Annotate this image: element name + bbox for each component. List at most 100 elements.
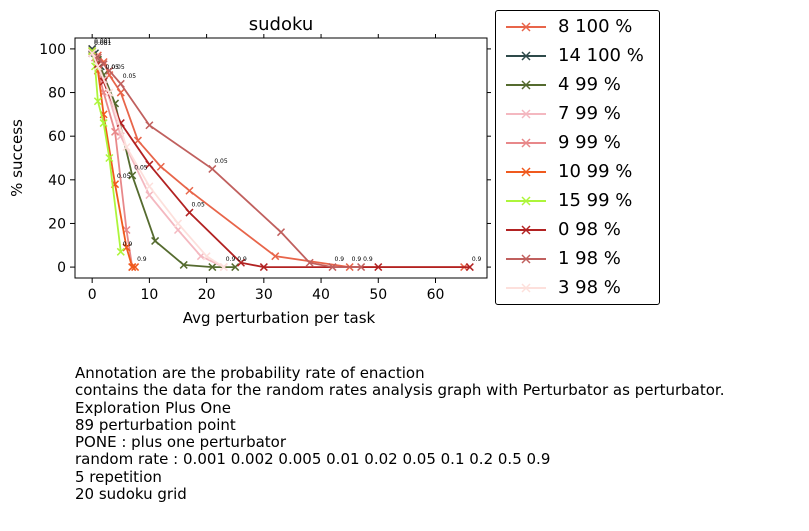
legend-item: 10 99 % (496, 159, 659, 185)
note-line: 20 sudoku grid (75, 485, 187, 504)
y-axis-label: % success (8, 119, 26, 197)
point-annotation: 0.9 (123, 241, 133, 248)
data-point (271, 252, 280, 261)
note-line: 5 repetition (75, 467, 162, 486)
y-tick-label: 60 (48, 129, 66, 145)
plot-frame (74, 37, 488, 279)
point-annotation: 0.05 (134, 164, 148, 171)
legend-item: 8 100 % (496, 14, 659, 40)
notes-block: Annotation are the probability rate of e… (75, 364, 725, 504)
legend-swatch (506, 196, 546, 206)
data-point (88, 47, 97, 56)
legend-item: 0 98 % (496, 217, 659, 243)
data-point (99, 57, 108, 67)
data-point (122, 243, 131, 252)
legend-marker (521, 109, 531, 119)
data-point (357, 263, 366, 272)
x-axis-label: Avg perturbation per task (183, 309, 376, 327)
data-point (105, 88, 114, 97)
legend-swatch (506, 225, 546, 235)
legend-marker (521, 225, 531, 235)
point-annotation: 0.05 (214, 158, 228, 165)
point-annotation: 0.9 (352, 256, 362, 263)
legend-label: 3 98 % (558, 277, 621, 298)
data-point (116, 79, 125, 88)
point-annotation: 0.05 (111, 64, 125, 71)
legend-label: 15 99 % (558, 190, 633, 211)
series-9 (88, 49, 228, 272)
point-annotation: 0.05 (117, 173, 131, 180)
data-point (185, 208, 194, 217)
x-tick-label: 60 (427, 287, 445, 303)
point-annotation: 0.05 (123, 73, 137, 80)
data-point (259, 263, 268, 272)
x-tick-label: 0 (88, 287, 97, 303)
legend-label: 10 99 % (558, 161, 633, 182)
data-point (145, 182, 154, 191)
data-point (122, 143, 131, 152)
legend-swatch (506, 254, 546, 264)
note-line: contains the data for the random rates a… (75, 381, 725, 400)
data-point (145, 121, 154, 130)
note-line: Annotation are the probability rate of e… (75, 364, 425, 382)
y-tick-label: 100 (39, 42, 66, 58)
point-annotation: 0.9 (335, 256, 345, 263)
legend-marker (521, 80, 531, 90)
data-point (305, 258, 314, 267)
series-line (91, 52, 225, 268)
y-tick-label: 80 (48, 86, 66, 102)
data-point (128, 171, 137, 180)
data-point (219, 263, 228, 272)
data-point (328, 263, 337, 272)
data-point (151, 236, 160, 245)
legend-marker (521, 138, 531, 148)
series-line (91, 50, 225, 268)
legend-label: 14 100 % (558, 45, 644, 66)
x-tick-label: 10 (140, 287, 158, 303)
data-point (465, 263, 474, 272)
point-annotation: 0.05 (191, 202, 205, 209)
point-annotation: 0.001 (94, 40, 111, 47)
data-point (99, 119, 108, 128)
legend-item: 4 99 % (496, 72, 659, 98)
data-point (236, 258, 245, 267)
point-annotation: 0.05 (94, 40, 108, 47)
data-point (374, 263, 383, 272)
legend-swatch (506, 138, 546, 148)
legend-swatch (506, 283, 546, 293)
x-tick-label: 20 (198, 287, 216, 303)
data-point (88, 49, 97, 58)
legend-label: 9 99 % (558, 132, 621, 153)
legend-marker (521, 283, 531, 293)
data-point (111, 127, 120, 136)
legend-marker (521, 254, 531, 264)
legend-item: 7 99 % (496, 101, 659, 127)
x-tick-label: 30 (255, 287, 273, 303)
data-point (131, 263, 140, 272)
point-annotation: 0.9 (237, 256, 247, 263)
data-point (179, 260, 188, 269)
x-tick-label: 50 (369, 287, 387, 303)
data-point (231, 263, 240, 272)
legend: 8 100 % 14 100 % 4 99 % 7 99 % 9 99 % 10 99 %… (495, 10, 660, 305)
y-tick-label: 20 (48, 216, 66, 232)
data-point (93, 97, 102, 106)
data-point (93, 62, 102, 71)
data-point (99, 60, 108, 69)
point-annotation: 0.05 (106, 64, 120, 71)
note-line: PONE : plus one perturbator (75, 433, 287, 452)
legend-marker (521, 22, 531, 32)
legend-item: 15 99 % (496, 188, 659, 214)
legend-swatch (506, 167, 546, 177)
point-annotation: 0.9 (363, 256, 373, 263)
legend-swatch (506, 80, 546, 90)
legend-marker (521, 51, 531, 61)
legend-item: 14 100 % (496, 43, 659, 69)
data-point (105, 66, 114, 75)
legend-label: 4 99 % (558, 74, 621, 95)
legend-label: 8 100 % (558, 16, 633, 37)
series-line (91, 52, 470, 268)
y-tick-label: 0 (57, 260, 66, 276)
point-annotation: 0.9 (226, 256, 236, 263)
